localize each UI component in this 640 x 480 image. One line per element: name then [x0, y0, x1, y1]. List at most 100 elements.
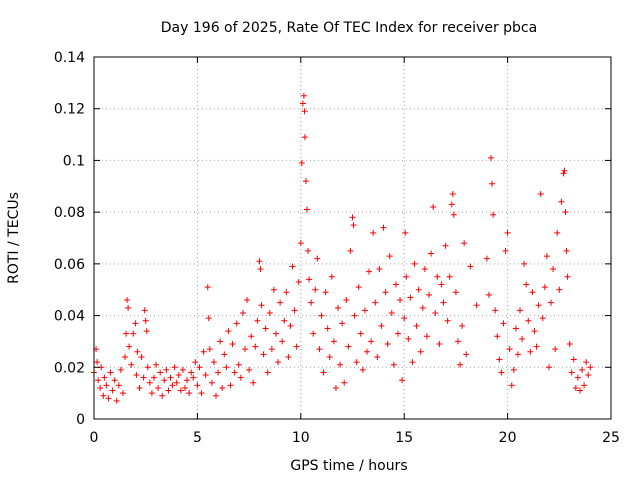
- data-point: [301, 134, 308, 141]
- data-point: [556, 286, 563, 293]
- data-point: [133, 372, 140, 379]
- y-tick-label: 0.1: [63, 153, 85, 169]
- data-point: [291, 307, 298, 314]
- data-point: [405, 335, 412, 342]
- data-point: [483, 255, 490, 262]
- data-point: [413, 322, 420, 329]
- data-point: [508, 382, 515, 389]
- data-point: [250, 379, 257, 386]
- data-point: [374, 353, 381, 360]
- data-point: [244, 297, 251, 304]
- data-point: [579, 366, 586, 373]
- data-point: [126, 343, 133, 350]
- data-point: [349, 214, 356, 221]
- data-point: [138, 353, 145, 360]
- data-point: [97, 384, 104, 391]
- data-point: [496, 356, 503, 363]
- data-point: [275, 359, 282, 366]
- data-point: [361, 307, 368, 314]
- data-point: [485, 291, 492, 298]
- data-point: [103, 382, 110, 389]
- data-point: [266, 309, 273, 316]
- data-point: [457, 361, 464, 368]
- x-tick-labels: 0 5 10 15 20 25: [90, 430, 620, 446]
- data-point: [337, 361, 344, 368]
- data-point: [324, 325, 331, 332]
- data-point: [279, 338, 286, 345]
- data-point: [545, 364, 552, 371]
- data-point: [241, 346, 248, 353]
- data-point: [100, 392, 107, 399]
- data-point: [562, 209, 569, 216]
- data-point: [494, 333, 501, 340]
- data-point: [322, 289, 329, 296]
- data-point: [198, 390, 205, 397]
- data-point: [186, 390, 193, 397]
- axis-ticks: [93, 56, 612, 420]
- data-point: [304, 206, 311, 213]
- data-point: [454, 338, 461, 345]
- data-point: [155, 384, 162, 391]
- data-point: [572, 384, 579, 391]
- y-tick-label: 0.02: [54, 360, 85, 376]
- data-point: [252, 343, 259, 350]
- data-point: [200, 348, 207, 355]
- data-point: [254, 317, 261, 324]
- data-point: [489, 180, 496, 187]
- data-point: [302, 178, 309, 185]
- data-point: [192, 359, 199, 366]
- data-point: [111, 377, 118, 384]
- data-point: [366, 268, 373, 275]
- data-point: [452, 289, 459, 296]
- data-point: [301, 108, 308, 115]
- data-points: [91, 92, 594, 404]
- data-point: [308, 299, 315, 306]
- data-point: [514, 351, 521, 358]
- data-point: [386, 253, 393, 260]
- data-point: [299, 100, 306, 107]
- data-point: [539, 315, 546, 322]
- data-point: [130, 330, 137, 337]
- data-point: [184, 377, 191, 384]
- data-point: [264, 369, 271, 376]
- data-point: [473, 302, 480, 309]
- data-point: [566, 341, 573, 348]
- data-point: [587, 364, 594, 371]
- data-point: [335, 304, 342, 311]
- data-point: [531, 328, 538, 335]
- data-point: [585, 372, 592, 379]
- data-point: [372, 299, 379, 306]
- data-point: [305, 247, 312, 254]
- data-point: [188, 369, 195, 376]
- data-point: [527, 348, 534, 355]
- data-point: [560, 170, 567, 177]
- data-point: [140, 374, 147, 381]
- data-point: [428, 250, 435, 257]
- y-tick-label: 0: [76, 412, 85, 428]
- data-point: [444, 317, 451, 324]
- data-point: [423, 333, 430, 340]
- data-point: [426, 291, 433, 298]
- data-point: [402, 229, 409, 236]
- data-point: [175, 372, 182, 379]
- data-point: [498, 369, 505, 376]
- data-point: [123, 330, 130, 337]
- data-point: [205, 315, 212, 322]
- data-point: [177, 387, 184, 394]
- data-point: [146, 379, 153, 386]
- data-point: [262, 325, 269, 332]
- data-point: [215, 369, 222, 376]
- data-point: [421, 266, 428, 273]
- data-point: [382, 289, 389, 296]
- data-point: [287, 322, 294, 329]
- data-point: [432, 309, 439, 316]
- data-point: [153, 361, 160, 368]
- data-point: [450, 211, 457, 218]
- y-tick-label: 0.08: [54, 205, 85, 221]
- data-point: [235, 361, 242, 368]
- x-tick-label: 5: [193, 430, 202, 446]
- y-tick-label: 0.04: [54, 309, 85, 325]
- data-point: [561, 167, 568, 174]
- grid: [94, 57, 611, 419]
